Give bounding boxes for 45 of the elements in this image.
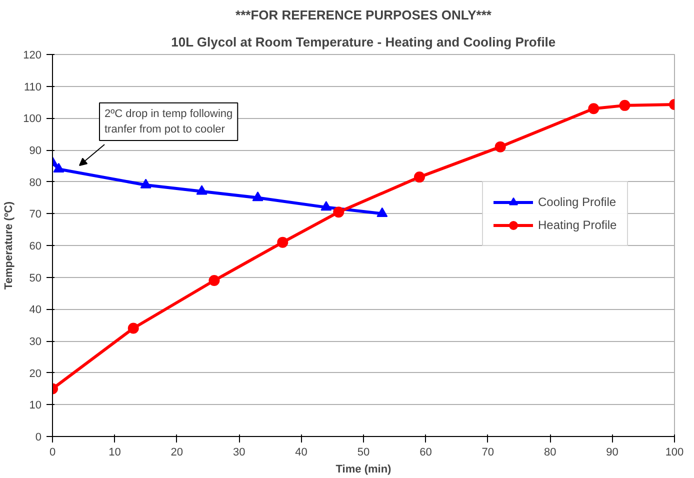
legend-label: Heating Profile (538, 218, 617, 232)
y-axis-title: Temperature (ºC) (3, 201, 16, 290)
point (494, 141, 506, 152)
point (320, 201, 332, 211)
point (333, 206, 344, 218)
x-tick-label: 80 (544, 446, 556, 458)
point (128, 322, 139, 334)
y-tick-label: 30 (29, 336, 42, 348)
y-tick-label: 0 (35, 432, 42, 444)
y-tick-label: 20 (29, 368, 42, 380)
y-tick-label: 10 (29, 400, 42, 412)
x-tick-label: 50 (357, 446, 370, 458)
point (619, 100, 630, 111)
y-tick-label: 50 (29, 272, 42, 284)
point (140, 178, 152, 188)
x-tick-label: 40 (295, 446, 308, 458)
point (196, 185, 208, 195)
y-tick-label: 80 (29, 176, 42, 189)
y-tick-label: 110 (24, 81, 42, 94)
x-tick-label: 60 (420, 446, 432, 458)
y-tick-label: 70 (29, 208, 42, 221)
point (588, 103, 600, 114)
point (376, 207, 388, 218)
point (208, 275, 220, 286)
x-tick-label: 100 (665, 446, 684, 458)
y-tick-label: 100 (23, 113, 42, 126)
annotation: 2ºC drop in temp following tranfer from pot to cooler (104, 108, 233, 136)
x-tick-label: 70 (482, 446, 494, 458)
y-tick-label: 40 (29, 304, 42, 316)
x-tick-label: 0 (49, 446, 56, 458)
legend-label: Cooling Profile (538, 195, 616, 209)
point (53, 162, 64, 172)
y-tick-label: 120 (23, 50, 42, 62)
x-tick-label: 10 (108, 446, 121, 458)
chart-title: ***FOR REFERENCE PURPOSES ONLY*** (236, 8, 492, 22)
point (252, 191, 264, 202)
x-tick-label: 20 (170, 446, 184, 458)
y-tick-label: 90 (29, 145, 42, 157)
x-tick-label: 90 (606, 446, 618, 458)
chart-subtitle: 10L Glycol at Room Temperature - Heating and Cooling Profile (171, 34, 556, 50)
x-axis-title: Time (min) (336, 464, 392, 476)
x-tick-label: 30 (232, 446, 246, 458)
point (277, 236, 288, 248)
y-tick-label: 60 (29, 240, 42, 252)
point (414, 172, 425, 183)
